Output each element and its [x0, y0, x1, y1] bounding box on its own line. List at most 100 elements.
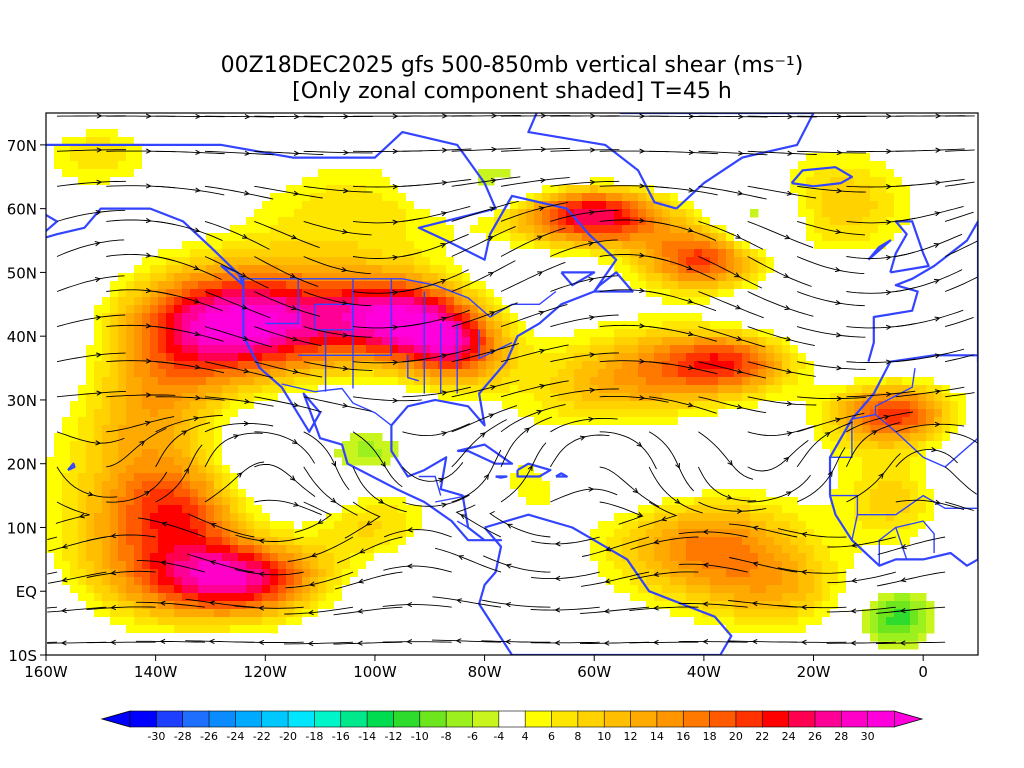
streamline-arrowhead	[886, 148, 892, 154]
streamline	[698, 326, 766, 348]
streamline-arrowhead	[95, 209, 102, 216]
streamline	[451, 260, 516, 292]
streamline-arrowhead	[899, 607, 906, 614]
streamline	[254, 220, 320, 249]
streamline-arrowhead	[96, 147, 103, 153]
streamline-arrowhead	[702, 562, 709, 568]
streamline	[796, 291, 865, 307]
streamline-arrowhead	[785, 336, 792, 342]
streamline-arrowhead	[537, 271, 544, 277]
streamline	[382, 604, 452, 608]
streamline-arrowhead	[933, 278, 941, 284]
streamline	[649, 396, 717, 414]
streamline	[895, 233, 963, 257]
streamline-arrowhead	[786, 368, 793, 374]
streamline-arrowhead	[343, 149, 350, 156]
streamline-arrowhead	[605, 546, 612, 552]
streamline	[846, 390, 916, 398]
lon-tick-label: 160W	[24, 663, 68, 681]
streamline-arrowhead	[291, 305, 298, 311]
streamline	[303, 326, 373, 338]
streamline	[402, 348, 471, 363]
streamline	[204, 185, 274, 200]
streamline	[698, 256, 763, 289]
streamline	[402, 205, 471, 222]
streamline	[185, 598, 255, 608]
streamline	[303, 466, 358, 516]
streamline-arrowhead	[342, 365, 349, 371]
streamline-arrowhead	[392, 397, 399, 404]
streamline-arrowhead	[194, 298, 201, 304]
streamline-arrowhead	[934, 316, 941, 322]
streamline	[204, 291, 271, 319]
streamline-arrowhead	[827, 470, 833, 477]
streamline	[747, 291, 814, 317]
streamline	[550, 314, 619, 328]
streamline-arrowhead	[886, 184, 892, 190]
streamline	[895, 499, 965, 511]
streamline-arrowhead	[78, 513, 85, 519]
streamline-arrowhead	[751, 601, 758, 607]
streamline-arrowhead	[639, 287, 646, 294]
streamline-arrowhead	[588, 241, 595, 247]
streamline-arrowhead	[194, 187, 202, 193]
title-line-2: [Only zonal component shaded] T=45 h	[292, 79, 732, 104]
streamline	[55, 501, 90, 524]
colorbar-label: -30	[147, 730, 165, 743]
streamline	[402, 148, 472, 152]
streamline	[500, 303, 568, 328]
colorbar-label: -16	[332, 730, 350, 743]
streamline-arrowhead	[357, 578, 364, 584]
streamline-arrowhead	[787, 114, 794, 120]
streamline	[550, 488, 618, 503]
colorbar-label: 20	[729, 730, 743, 743]
streamline-arrowhead	[356, 608, 364, 614]
streamline	[337, 536, 403, 564]
streamline-arrowhead	[674, 498, 681, 504]
streamline	[455, 504, 502, 538]
streamline	[550, 275, 618, 292]
streamline	[352, 396, 422, 402]
streamline	[135, 640, 206, 643]
streamline	[678, 641, 748, 643]
streamline-arrowhead	[380, 461, 386, 468]
latitude-axis: 70N 60N 50N 40N 30N 20N 10N EQ 10S	[7, 137, 46, 665]
streamline	[698, 361, 767, 379]
streamline	[649, 326, 718, 342]
streamline	[204, 256, 269, 289]
streamlines	[47, 113, 978, 647]
streamline-arrowhead	[359, 548, 366, 554]
streamline-arrowhead	[209, 560, 216, 566]
streamline-arrowhead	[341, 267, 348, 273]
streamline-arrowhead	[441, 390, 448, 396]
streamline	[86, 641, 156, 644]
streamline-arrowhead	[356, 640, 363, 646]
streamline-arrowhead	[737, 190, 744, 196]
colorbar-label: 8	[574, 730, 581, 743]
lat-tick-label: 50N	[7, 264, 37, 282]
colorbar-label: -28	[174, 730, 192, 743]
colorbar-label: 26	[808, 730, 822, 743]
streamline	[204, 220, 270, 250]
streamline	[352, 431, 403, 488]
streamline-arrowhead	[850, 640, 857, 646]
colorbar-label: -14	[358, 730, 376, 743]
streamline	[846, 453, 901, 503]
colorbar-swatch	[261, 710, 289, 728]
streamline	[155, 256, 222, 280]
streamline	[648, 466, 703, 514]
streamline-arrowhead	[490, 349, 497, 355]
shear-shading	[46, 121, 975, 650]
streamline-arrowhead	[589, 179, 596, 185]
streamline	[500, 344, 569, 363]
streamline-arrowhead	[457, 555, 464, 561]
streamline	[747, 150, 817, 155]
streamline-arrowhead	[392, 148, 399, 154]
streamline-arrowhead	[258, 538, 265, 544]
streamline-arrowhead	[639, 395, 646, 401]
streamline	[895, 449, 958, 468]
lat-tick-label: 40N	[7, 328, 37, 346]
streamline-arrowhead	[836, 188, 843, 194]
streamline	[155, 150, 225, 155]
map-panel	[46, 113, 978, 655]
